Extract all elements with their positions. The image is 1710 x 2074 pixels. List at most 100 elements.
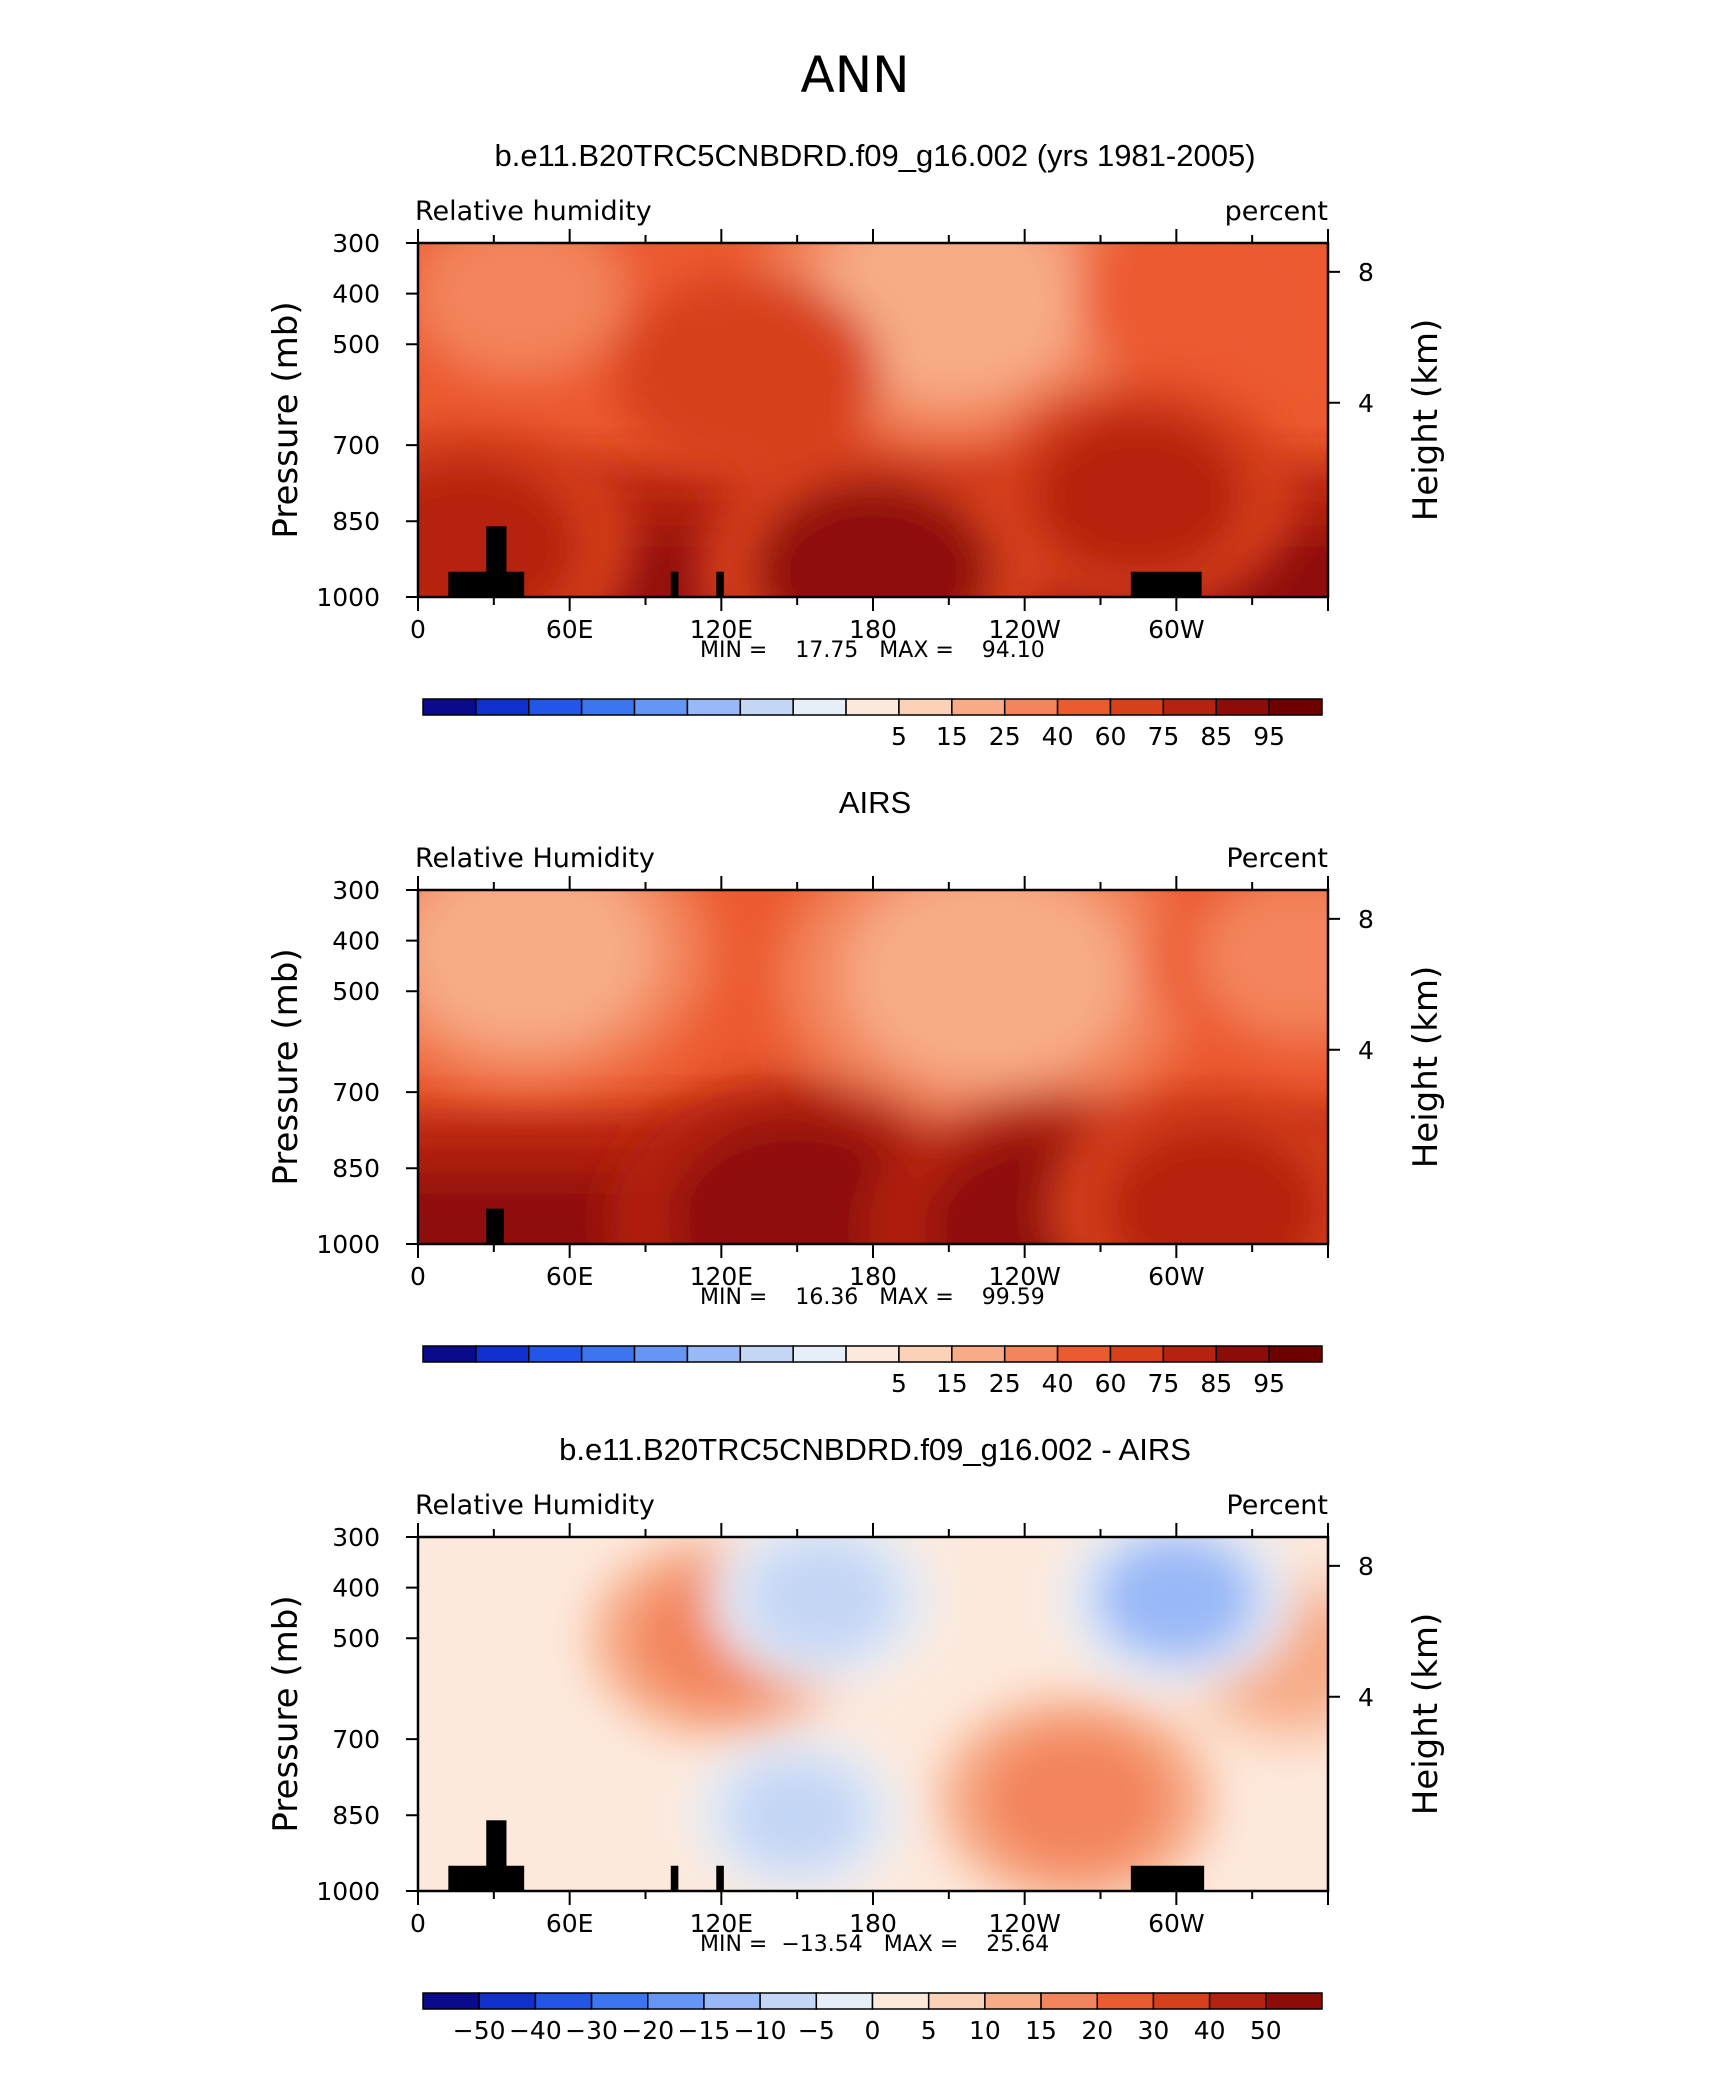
colorbar: 5 15 25 40 60 75 85 95 <box>422 698 1323 751</box>
colorbar-label: 40 <box>1042 722 1074 751</box>
terrain-mask <box>670 571 679 597</box>
colorbar-label: −30 <box>565 2016 618 2045</box>
colorbar: −50 −40 −30 −20 −15 −10 −5 0 5 10 15 20 30 40 50 <box>422 1992 1323 2045</box>
field-features <box>418 243 1326 597</box>
colorbar-label: 5 <box>891 1369 907 1398</box>
field-feature <box>667 1119 927 1244</box>
terrain-mask <box>670 1865 679 1891</box>
colorbar-label: 20 <box>1081 2016 1113 2045</box>
y-tick-label: 1000 <box>316 1230 380 1259</box>
y-tick-label: 500 <box>332 1624 380 1653</box>
colorbar-label: 50 <box>1250 2016 1282 2045</box>
colorbar-swatch <box>647 1992 705 2010</box>
y-axis-title-right: Height (km) <box>1406 1613 1446 1816</box>
colorbar-swatch <box>686 1345 742 1363</box>
y-axis-title: Pressure (mb) <box>266 948 306 1185</box>
terrain-mask <box>501 1865 525 1891</box>
terrain-mask <box>1130 571 1202 597</box>
colorbar-swatch <box>1040 1992 1098 2010</box>
colorbar-swatch <box>534 1992 593 2010</box>
chart-panel-2: AIRS Relative Humidity Percent 0 60E 120E 180 1… <box>266 785 1446 1398</box>
figure-title: ANN <box>800 46 909 104</box>
chart-title: b.e11.B20TRC5CNBDRD.f09_g16.002 - AIRS <box>559 1432 1191 1467</box>
colorbar-swatch <box>1208 1992 1267 2010</box>
variable-label: Relative Humidity <box>415 843 655 874</box>
x-tick-label: 180 <box>849 615 897 644</box>
x-tick-label: 60E <box>546 1262 594 1291</box>
y-tick-label: 850 <box>332 507 380 536</box>
y-tick-right-label: 4 <box>1358 389 1374 418</box>
colorbar-swatch <box>845 1345 900 1363</box>
x-tick-label: 120W <box>988 1262 1060 1291</box>
y-tick-label: 1000 <box>316 583 380 612</box>
colorbar-swatch <box>871 1992 930 2010</box>
colorbar-label: 75 <box>1147 1369 1179 1398</box>
colorbar-swatch <box>792 698 847 716</box>
colorbar-label: 25 <box>989 1369 1021 1398</box>
contour-field <box>418 243 1328 597</box>
field-feature <box>980 1726 1170 1874</box>
colorbar-swatch <box>1265 1992 1323 2010</box>
colorbar-swatch <box>580 1345 636 1363</box>
contour-field <box>418 1537 1328 1891</box>
colorbar-label: −5 <box>798 2016 835 2045</box>
terrain-mask <box>716 1865 724 1891</box>
units-label: percent <box>1225 196 1328 227</box>
x-tick-label: 60E <box>546 1909 594 1938</box>
chart-title: AIRS <box>839 785 911 820</box>
field-feature <box>1197 890 1328 1038</box>
colorbar-swatch <box>1003 698 1059 716</box>
x-tick-label: 120W <box>988 615 1060 644</box>
colorbar-swatch <box>759 1992 818 2010</box>
colorbar-swatch <box>1268 1345 1323 1363</box>
colorbar-swatch <box>927 1992 986 2010</box>
colorbar-swatch <box>633 698 689 716</box>
x-tick-label: 0 <box>410 1909 426 1938</box>
y-tick-label: 850 <box>332 1801 380 1830</box>
colorbar-swatch <box>1215 1345 1270 1363</box>
y-axis-title: Pressure (mb) <box>266 301 306 538</box>
field-feature <box>1030 412 1247 580</box>
field-feature <box>814 243 1083 402</box>
colorbar-label: 40 <box>1194 2016 1226 2045</box>
colorbar-label: 95 <box>1253 722 1285 751</box>
colorbar-swatch <box>475 1345 530 1363</box>
colorbar-label: −20 <box>621 2016 674 2045</box>
field-feature <box>654 302 840 447</box>
field-feature <box>1115 243 1288 362</box>
colorbar-swatch <box>590 1992 649 2010</box>
y-axis-title-right: Height (km) <box>1406 319 1446 522</box>
x-tick-label: 60E <box>546 615 594 644</box>
colorbar-swatch <box>1152 1992 1211 2010</box>
colorbar-swatch <box>1268 698 1323 716</box>
colorbar-label: 75 <box>1147 722 1179 751</box>
colorbar-label: 30 <box>1138 2016 1170 2045</box>
y-tick-label: 1000 <box>316 1877 380 1906</box>
min-max-stats: MIN = 16.36 MAX = 99.59 <box>700 1285 1045 1310</box>
colorbar-label: 5 <box>891 722 907 751</box>
x-tick-label: 120E <box>690 1262 754 1291</box>
y-tick-label: 300 <box>332 229 380 258</box>
y-tick-label: 300 <box>332 876 380 905</box>
y-tick-label: 700 <box>332 431 380 460</box>
y-tick-right-label: 4 <box>1358 1036 1374 1065</box>
units-label: Percent <box>1226 1490 1328 1521</box>
colorbar-swatch <box>845 698 900 716</box>
colorbar-label: 0 <box>865 2016 881 2045</box>
colorbar-swatch <box>1109 1345 1165 1363</box>
y-tick-label: 500 <box>332 330 380 359</box>
x-tick-label: 60W <box>1148 615 1205 644</box>
terrain-mask <box>501 571 525 597</box>
colorbar-label: 25 <box>989 722 1021 751</box>
colorbar-label: 15 <box>1025 2016 1057 2045</box>
x-tick-label: 180 <box>849 1909 897 1938</box>
y-tick-label: 300 <box>332 1523 380 1552</box>
colorbar-swatch <box>1056 1345 1112 1363</box>
min-max-stats: MIN = −13.54 MAX = 25.64 <box>700 1932 1049 1957</box>
field-feature <box>418 243 625 376</box>
field-feature <box>1102 1122 1327 1244</box>
colorbar-swatch <box>739 1345 794 1363</box>
y-tick-label: 700 <box>332 1078 380 1107</box>
field-feature <box>843 890 1130 1086</box>
